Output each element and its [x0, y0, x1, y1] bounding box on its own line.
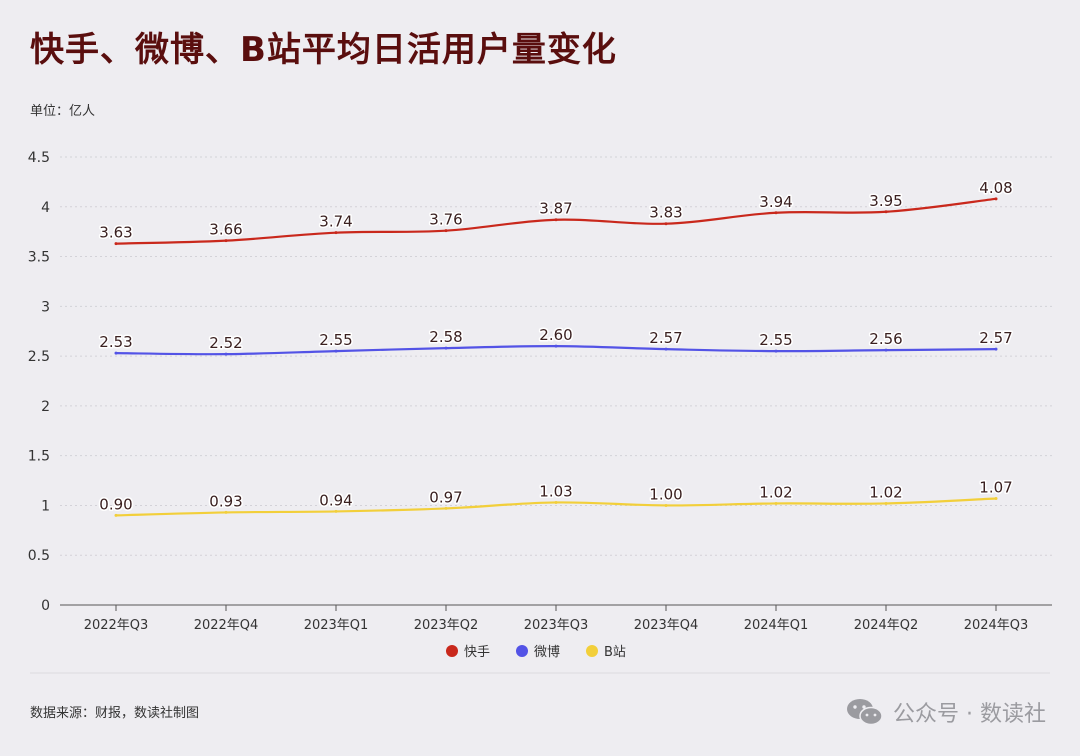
- legend-label: 快手: [464, 645, 490, 660]
- data-label: 4.08: [979, 179, 1012, 197]
- legend-marker: [446, 645, 458, 657]
- data-label: 2.57: [649, 329, 682, 347]
- y-tick-label: 2: [41, 399, 50, 415]
- data-label: 3.94: [759, 193, 792, 211]
- y-tick-label: 4: [41, 200, 50, 216]
- data-point: [554, 218, 558, 222]
- data-label: 3.95: [869, 192, 902, 210]
- data-label: 0.90: [99, 495, 132, 513]
- data-point: [554, 344, 558, 348]
- chart-title: 快手、微博、B站平均日活用户量变化: [30, 30, 617, 70]
- data-label: 3.76: [429, 211, 462, 229]
- legend-label: B站: [604, 645, 626, 660]
- data-label: 2.53: [99, 333, 132, 351]
- data-label: 2.58: [429, 328, 462, 346]
- data-label: 0.97: [429, 488, 462, 506]
- wechat-icon: [847, 699, 883, 726]
- y-tick-label: 0.5: [28, 548, 50, 564]
- data-point: [664, 503, 668, 507]
- x-tick-label: 2023年Q1: [304, 618, 369, 633]
- data-label: 0.93: [209, 492, 242, 510]
- data-point: [334, 509, 338, 513]
- y-tick-label: 0: [41, 598, 50, 614]
- source-note: 数据来源：财报，数读社制图: [30, 706, 200, 721]
- data-label: 1.02: [869, 483, 902, 501]
- data-label: 2.57: [979, 329, 1012, 347]
- data-point: [994, 197, 998, 201]
- x-tick-label: 2024年Q2: [854, 618, 919, 633]
- data-point: [224, 510, 228, 514]
- data-point: [884, 348, 888, 352]
- x-tick-label: 2023年Q4: [634, 618, 699, 633]
- legend-marker: [516, 645, 528, 657]
- y-tick-label: 4.5: [28, 150, 50, 166]
- x-tick-label: 2024年Q1: [744, 618, 809, 633]
- data-point: [334, 349, 338, 353]
- data-point: [444, 229, 448, 233]
- data-point: [114, 351, 118, 355]
- data-point: [444, 506, 448, 510]
- data-point: [774, 349, 778, 353]
- data-point: [114, 513, 118, 517]
- data-point: [884, 501, 888, 505]
- data-label: 3.74: [319, 213, 352, 231]
- data-label: 1.07: [979, 478, 1012, 496]
- data-point: [554, 500, 558, 504]
- data-label: 1.00: [649, 485, 682, 503]
- legend-label: 微博: [534, 645, 560, 660]
- data-label: 2.55: [759, 331, 792, 349]
- data-label: 2.55: [319, 331, 352, 349]
- data-point: [774, 501, 778, 505]
- y-tick-label: 2.5: [28, 349, 50, 365]
- data-point: [224, 352, 228, 356]
- data-point: [884, 210, 888, 214]
- data-point: [334, 231, 338, 235]
- data-point: [114, 242, 118, 246]
- data-label: 2.52: [209, 334, 242, 352]
- x-tick-label: 2022年Q3: [84, 618, 149, 633]
- data-point: [664, 222, 668, 226]
- y-tick-label: 3: [41, 299, 50, 315]
- data-label: 3.87: [539, 200, 572, 218]
- x-tick-label: 2022年Q4: [194, 618, 259, 633]
- data-label: 0.94: [319, 491, 352, 509]
- x-tick-label: 2023年Q3: [524, 618, 589, 633]
- data-label: 3.83: [649, 204, 682, 222]
- y-tick-label: 1: [41, 498, 50, 514]
- data-point: [664, 347, 668, 351]
- data-label: 3.63: [99, 224, 132, 242]
- x-tick-label: 2024年Q3: [964, 618, 1029, 633]
- watermark: 公众号 · 数读社: [845, 696, 1046, 728]
- data-point: [224, 239, 228, 243]
- data-point: [994, 347, 998, 351]
- data-label: 3.66: [209, 221, 242, 239]
- data-label: 2.60: [539, 326, 572, 344]
- data-label: 1.02: [759, 483, 792, 501]
- data-label: 1.03: [539, 482, 572, 500]
- data-label: 2.56: [869, 330, 902, 348]
- data-point: [994, 496, 998, 500]
- data-point: [774, 211, 778, 215]
- data-point: [444, 346, 448, 350]
- legend-marker: [586, 645, 598, 657]
- watermark-text: 公众号 · 数读社: [893, 702, 1046, 727]
- unit-label: 单位：亿人: [30, 104, 96, 119]
- y-tick-label: 3.5: [28, 250, 50, 266]
- y-tick-label: 1.5: [28, 449, 50, 465]
- x-tick-label: 2023年Q2: [414, 618, 479, 633]
